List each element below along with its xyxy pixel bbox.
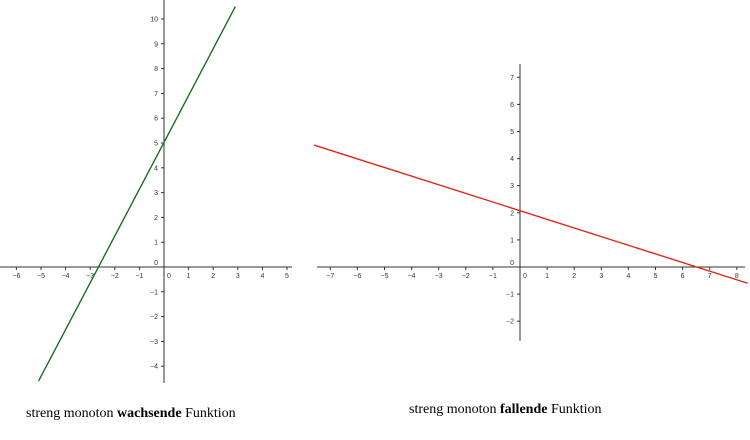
x-tick-label: −3	[86, 273, 94, 280]
x-tick-label: 2	[572, 273, 576, 280]
y-tick-label: 5	[154, 141, 158, 148]
x-tick-label: −6	[12, 273, 20, 280]
caption-decreasing: streng monoton fallende Funktion	[409, 402, 602, 418]
x-tick-label: 4	[626, 273, 630, 280]
series-line	[313, 144, 748, 284]
y-tick-label: 10	[150, 17, 158, 24]
y-tick-label: 8	[154, 66, 158, 73]
chart-decreasing-function: −7 −6 −5 −4 −3 −2 −1 0 1 2 3 4 5 6 7 8 −2 −1 1 2 3 4 5 6 7 0	[313, 64, 748, 341]
x-tick-label: −3	[435, 273, 443, 280]
x-tick-label: −4	[408, 273, 416, 280]
y-tick-label: 4	[154, 165, 158, 172]
x-tick-label: 4	[260, 273, 264, 280]
x-tick-label: 0	[523, 273, 527, 280]
caption-increasing-bold: wachsende	[117, 406, 182, 421]
y-tick-label: 0	[510, 260, 514, 267]
x-tick-label: 5	[654, 273, 658, 280]
x-tick-label: 8	[735, 273, 739, 280]
x-tick-label: 6	[681, 273, 685, 280]
y-tick-label: 1	[154, 240, 158, 247]
y-tick-label: −3	[150, 339, 158, 346]
x-tick-label: 3	[599, 273, 603, 280]
y-tick-label: 7	[510, 75, 514, 82]
y-tick-label: 6	[154, 116, 158, 123]
x-tick-label: −2	[462, 273, 470, 280]
caption-decreasing-bold: fallende	[500, 402, 548, 417]
y-tick-label: 2	[510, 210, 514, 217]
y-tick-label: 9	[154, 41, 158, 48]
x-tick-label: −6	[353, 273, 361, 280]
chart-increasing-function: −6 −5 −4 −3 −2 −1 0 1 2 3 4 5 −4 −3 −2 −1 1 2 3 4 5 6 7 8 9 10 0	[0, 0, 292, 383]
x-tick-label: 1	[545, 273, 549, 280]
y-tick-label: 3	[510, 183, 514, 190]
y-tick-label: −1	[150, 289, 158, 296]
x-tick-label: −5	[381, 273, 389, 280]
caption-increasing-post: Funktion	[185, 406, 236, 421]
x-tick-label: 0	[167, 273, 171, 280]
y-tick-label: −4	[150, 364, 158, 371]
y-tick-label: 5	[510, 129, 514, 136]
y-tick-label: 1	[510, 237, 514, 244]
y-tick-label: 0	[154, 260, 158, 267]
y-tick-label: 4	[510, 156, 514, 163]
x-tick-label: −1	[489, 273, 497, 280]
x-tick-label: 5	[285, 273, 289, 280]
y-tick-label: −1	[506, 292, 514, 299]
x-tick-label: 3	[236, 273, 240, 280]
x-tick-label: −2	[111, 273, 119, 280]
y-tick-label: 6	[510, 102, 514, 109]
y-tick-label: 3	[154, 190, 158, 197]
x-tick-label: 1	[187, 273, 191, 280]
y-tick-label: 7	[154, 91, 158, 98]
x-tick-label: −7	[326, 273, 334, 280]
caption-decreasing-pre: streng monoton	[409, 402, 497, 417]
caption-decreasing-post: Funktion	[550, 402, 602, 417]
y-tick-label: −2	[150, 314, 158, 321]
caption-increasing: streng monoton wachsende Funktion	[26, 406, 236, 422]
x-tick-label: −4	[62, 273, 70, 280]
x-tick-label: −5	[37, 273, 45, 280]
caption-increasing-pre: streng monoton	[26, 406, 114, 421]
x-tick-label: −1	[135, 273, 143, 280]
series-line	[37, 6, 236, 382]
y-tick-label: −2	[506, 319, 514, 326]
x-tick-label: 7	[708, 273, 712, 280]
x-tick-label: 2	[211, 273, 215, 280]
y-tick-label: 2	[154, 215, 158, 222]
